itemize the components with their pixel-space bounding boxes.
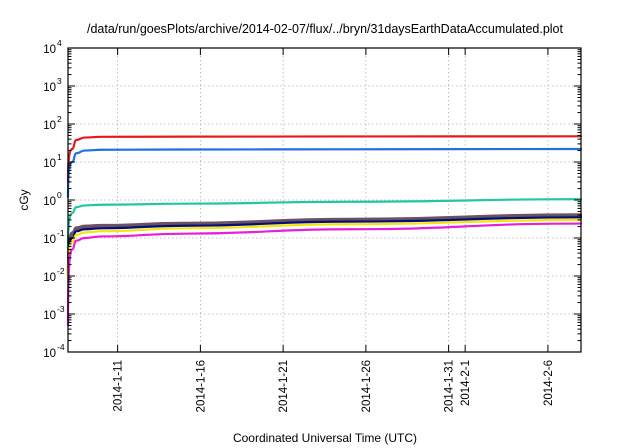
y-tick-label: 10 (43, 348, 56, 360)
y-tick-exponent: -3 (57, 304, 65, 314)
x-tick-label: 2014-1-31 (444, 360, 456, 412)
x-tick-label: 2014-2-1 (460, 360, 472, 406)
y-tick-exponent: 2 (57, 114, 62, 124)
y-tick-label: 10 (43, 44, 56, 56)
x-tick-label: 2014-1-21 (278, 360, 290, 412)
axis-ticks: 10-410-310-210-11001011021031042014-1-11… (43, 38, 581, 412)
series-line-6 (66, 216, 583, 278)
series-line-7 (66, 218, 583, 281)
y-tick-label: 10 (43, 234, 56, 246)
x-tick-label: 2014-1-26 (361, 360, 373, 412)
y-axis-label: cGy (17, 189, 31, 210)
y-tick-label: 10 (43, 196, 56, 208)
y-tick-label: 10 (43, 158, 56, 170)
y-tick-exponent: 1 (57, 152, 62, 162)
y-tick-exponent: -4 (57, 342, 65, 352)
y-tick-exponent: 3 (57, 76, 62, 86)
grid (68, 48, 581, 352)
series-line-3 (66, 198, 583, 251)
series-line-1 (66, 135, 583, 183)
series-group (66, 135, 583, 327)
chart-title: /data/run/goesPlots/archive/2014-02-07/f… (87, 22, 563, 36)
x-tick-label: 2014-2-6 (543, 360, 555, 406)
x-tick-label: 2014-1-11 (113, 360, 125, 412)
y-tick-label: 10 (43, 120, 56, 132)
x-tick-label: 2014-1-16 (195, 360, 207, 412)
series-line-2 (66, 147, 583, 199)
y-tick-exponent: 0 (57, 190, 62, 200)
x-axis-label: Coordinated Universal Time (UTC) (233, 431, 417, 445)
y-tick-label: 10 (43, 272, 56, 284)
y-tick-label: 10 (43, 310, 56, 322)
y-tick-label: 10 (43, 82, 56, 94)
y-tick-exponent: -1 (57, 228, 65, 238)
y-tick-exponent: -2 (57, 266, 65, 276)
series-line-8 (66, 222, 583, 327)
y-tick-exponent: 4 (57, 38, 62, 48)
